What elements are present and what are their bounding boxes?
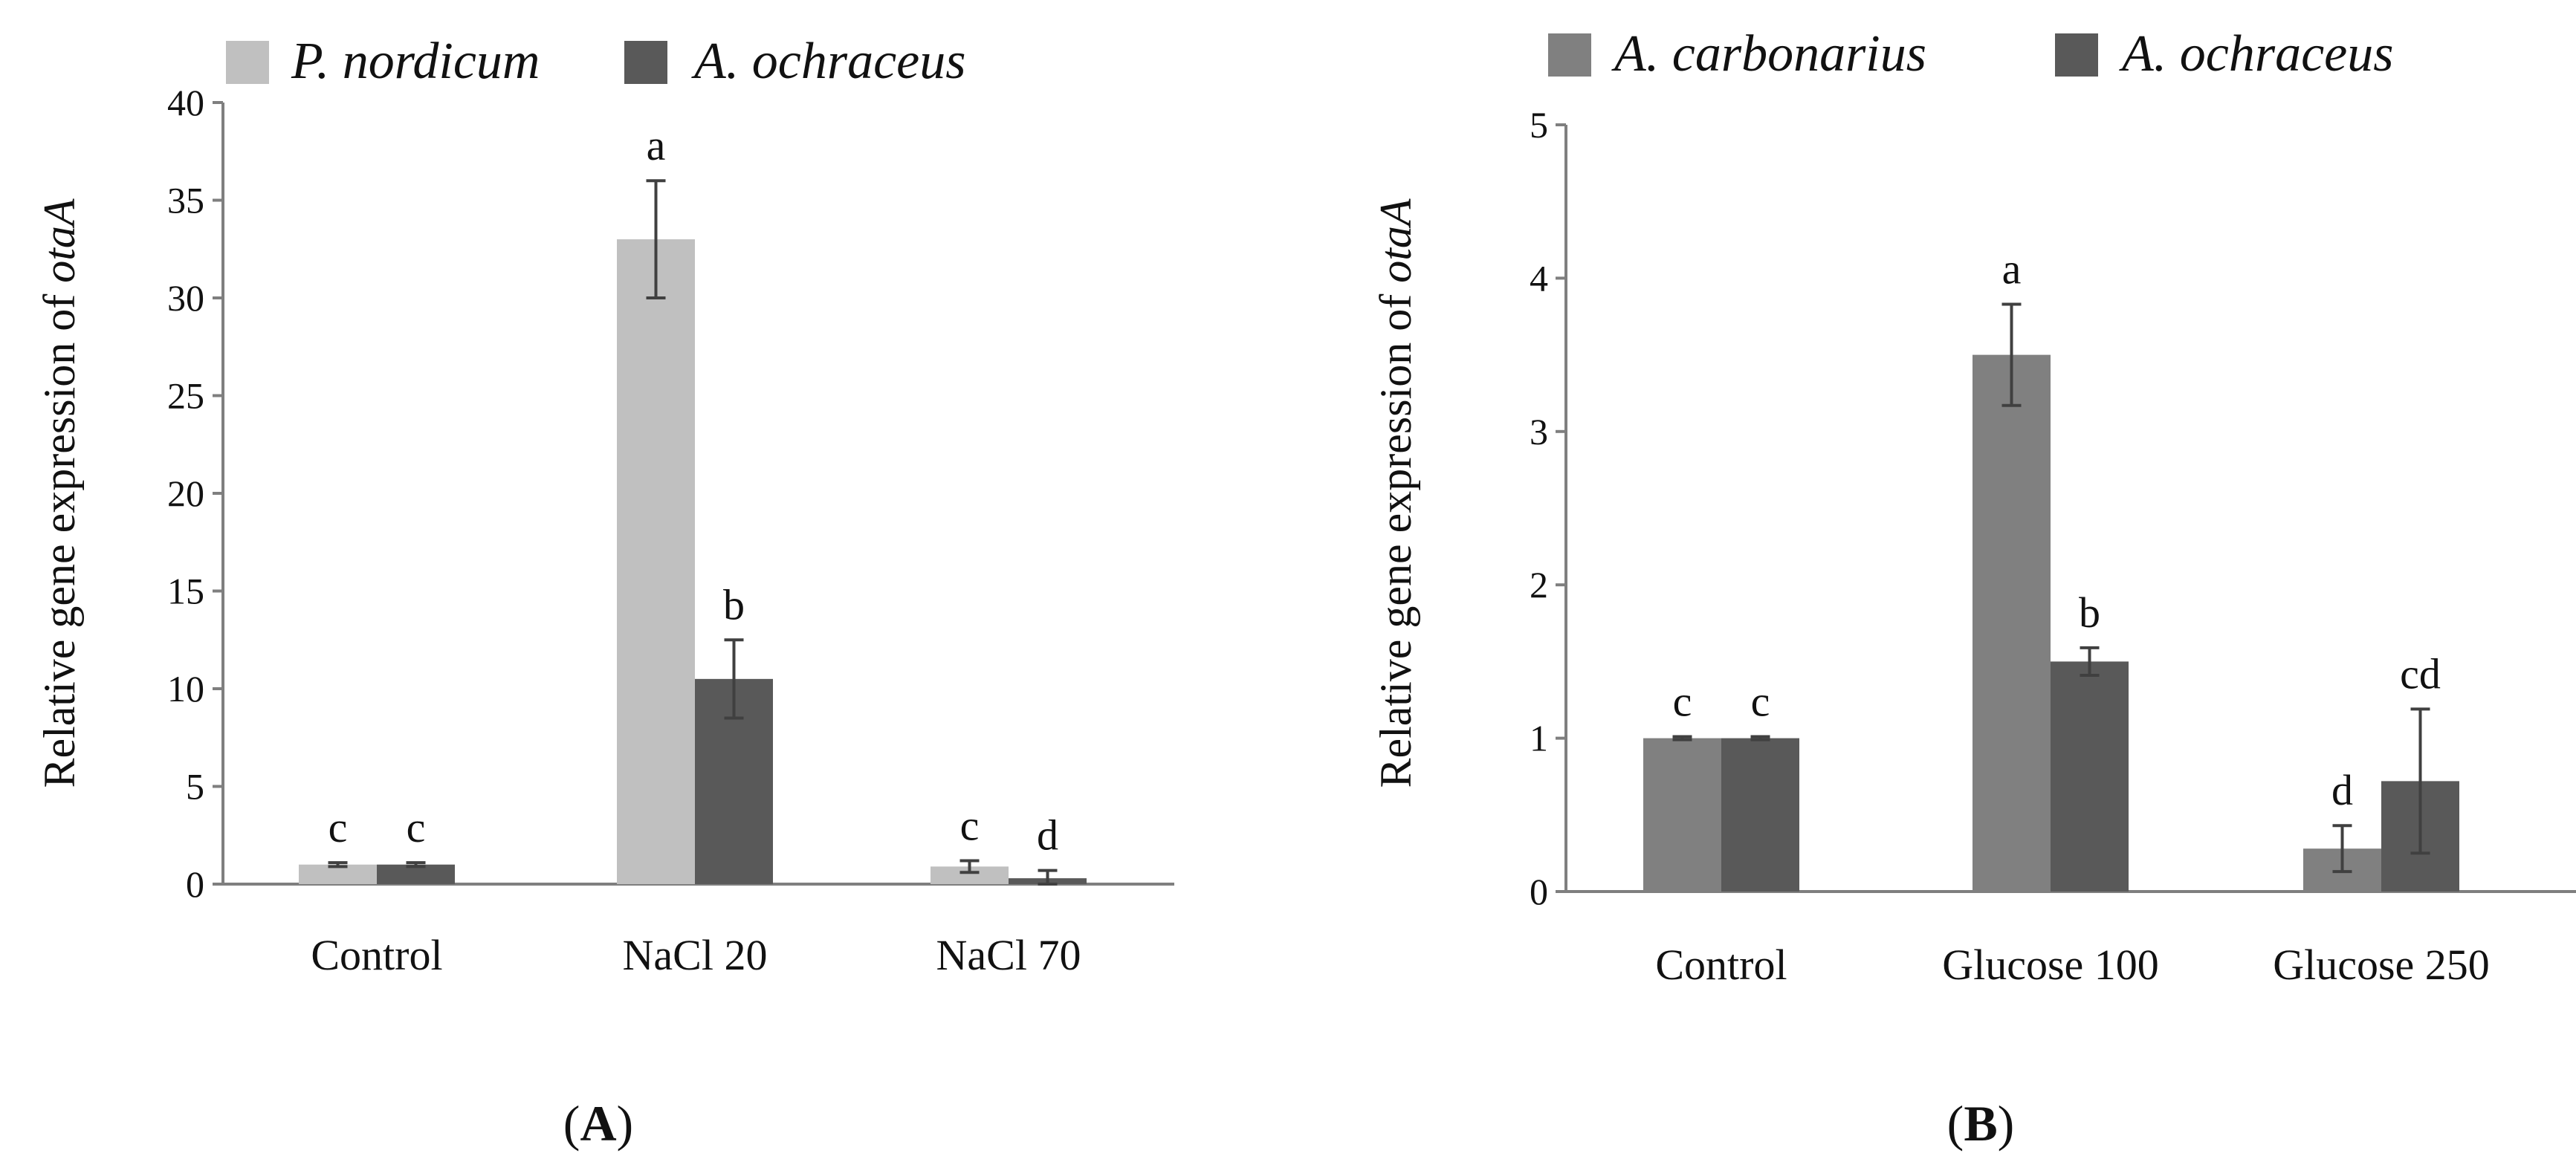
panel-a-chart: 0 5 10 15 20 25 30 35 40 Relative gene expression…	[35, 33, 1174, 1152]
y-tick-label: 0	[186, 863, 204, 905]
y-axis-label: Relative gene expression of otaA	[1371, 198, 1420, 788]
y-tick-label: 3	[1530, 411, 1548, 452]
bar	[931, 866, 1009, 884]
legend-swatch	[2055, 33, 2098, 77]
significance-letter: a	[647, 121, 666, 169]
y-tick-label: 5	[186, 766, 204, 808]
bar	[1643, 738, 1721, 892]
legend-label: A. ochraceus	[691, 33, 965, 90]
y-tick-label: 25	[167, 375, 204, 417]
panel-label: (B)	[1947, 1095, 2015, 1152]
x-category-label: Glucose 100	[1942, 941, 2159, 989]
significance-letter: d	[1037, 811, 1058, 860]
significance-letter: c	[329, 803, 348, 851]
y-tick-label: 5	[1530, 104, 1548, 146]
bar	[1721, 738, 1799, 892]
x-category-label: Control	[311, 931, 442, 979]
y-tick-label: 35	[167, 180, 204, 221]
y-tick-label: 1	[1530, 718, 1548, 759]
significance-letter: c	[960, 801, 980, 849]
y-tick-label: 0	[1530, 871, 1548, 912]
significance-letter: b	[2079, 588, 2100, 637]
legend-label: A. carbonarius	[1611, 25, 1926, 82]
y-tick-label: 15	[167, 571, 204, 612]
x-category-label: Glucose 250	[2273, 941, 2490, 989]
legend-swatch	[624, 41, 667, 84]
y-tick-label: 2	[1530, 564, 1548, 606]
x-category-label: NaCl 20	[623, 931, 768, 979]
y-tick-label: 20	[167, 473, 204, 514]
y-tick-label: 30	[167, 277, 204, 319]
bar	[2051, 661, 2129, 892]
significance-letter: c	[1751, 678, 1770, 726]
legend-swatch	[226, 41, 269, 84]
significance-letter: c	[407, 803, 426, 851]
bar	[1973, 354, 2051, 892]
x-category-label: NaCl 70	[936, 931, 1081, 979]
panel-label: (A)	[563, 1095, 633, 1152]
significance-letter: b	[723, 580, 745, 629]
legend-swatch	[1548, 33, 1591, 77]
significance-letter: d	[2331, 766, 2353, 814]
y-tick-label: 40	[167, 82, 204, 123]
bar	[617, 239, 695, 885]
y-tick-label: 10	[167, 668, 204, 710]
y-tick-label: 4	[1530, 257, 1548, 299]
x-category-label: Control	[1655, 941, 1787, 989]
y-axis-label: Relative gene expression of otaA	[35, 198, 84, 788]
legend-label: P. nordicum	[291, 33, 540, 90]
significance-letter: c	[1673, 678, 1692, 726]
legend-label: A. ochraceus	[2119, 25, 2393, 82]
panel-b-chart: 0 1 2 3 4 5 Relative gene expression of otaA Co…	[1371, 25, 2576, 1152]
significance-letter: cd	[2400, 649, 2441, 698]
significance-letter: a	[2002, 244, 2022, 293]
